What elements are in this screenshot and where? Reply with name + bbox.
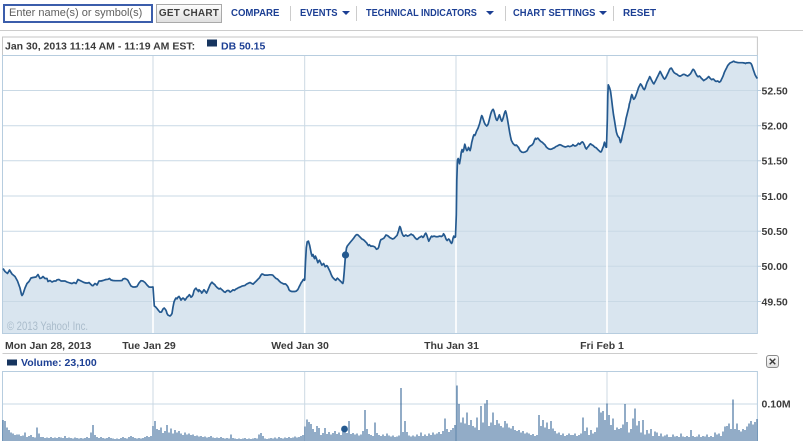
svg-text:© 2013 Yahoo! Inc.: © 2013 Yahoo! Inc. (7, 319, 88, 333)
svg-text:52.50: 52.50 (762, 85, 788, 97)
svg-text:Volume: 23,100: Volume: 23,100 (21, 357, 97, 369)
svg-text:Mon Jan 28, 2013: Mon Jan 28, 2013 (5, 340, 92, 352)
svg-text:49.50: 49.50 (762, 296, 788, 308)
svg-text:50.00: 50.00 (762, 261, 788, 273)
svg-text:Jan 30, 2013 11:14 AM - 11:19: Jan 30, 2013 11:14 AM - 11:19 AM EST: (5, 41, 195, 53)
svg-text:51.00: 51.00 (762, 191, 788, 203)
svg-text:52.00: 52.00 (762, 121, 788, 133)
svg-text:0.10M: 0.10M (762, 399, 791, 411)
svg-text:DB 50.15: DB 50.15 (221, 41, 266, 53)
svg-text:Thu Jan 31: Thu Jan 31 (424, 340, 479, 352)
svg-text:Fri Feb 1: Fri Feb 1 (580, 340, 624, 352)
svg-text:50.50: 50.50 (762, 226, 788, 238)
svg-text:Wed Jan 30: Wed Jan 30 (271, 340, 329, 352)
svg-text:Tue Jan 29: Tue Jan 29 (122, 340, 176, 352)
svg-text:51.50: 51.50 (762, 156, 788, 168)
